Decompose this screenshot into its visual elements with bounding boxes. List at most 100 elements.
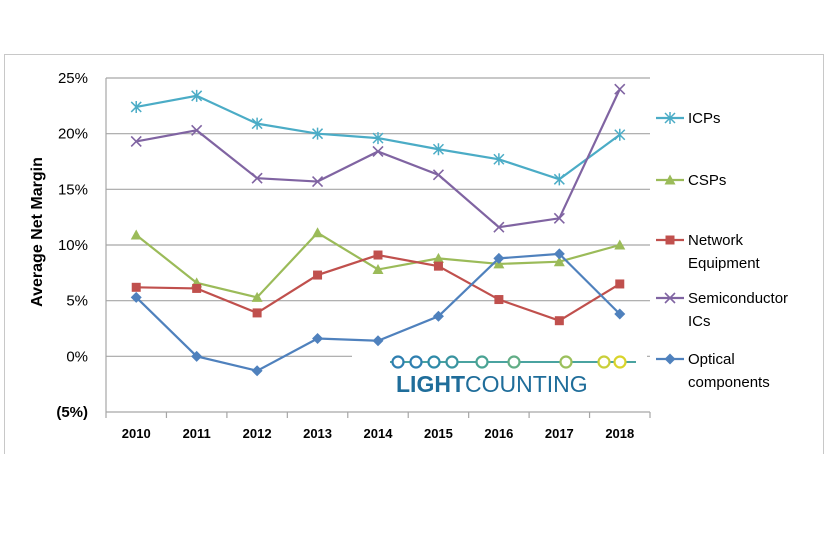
data-point	[313, 270, 323, 280]
legend-marker	[664, 353, 676, 365]
data-point	[312, 333, 324, 345]
x-tick-label: 2016	[484, 426, 513, 441]
legend: ICPs CSPs Network Equipment Semiconductor ICs…	[656, 110, 788, 391]
data-point	[554, 316, 564, 326]
data-point	[432, 310, 444, 322]
data-point	[191, 124, 203, 136]
data-point	[251, 172, 263, 184]
data-point	[192, 283, 202, 293]
logo-dot	[597, 355, 611, 369]
data-point	[493, 153, 505, 166]
data-point	[614, 239, 626, 250]
data-point	[615, 279, 625, 289]
data-point	[191, 350, 203, 362]
data-point	[251, 291, 263, 302]
data-point	[432, 143, 444, 156]
legend-item: Semiconductor ICs	[656, 290, 788, 330]
logo-dot	[445, 355, 459, 369]
x-tick-label: 2013	[303, 426, 332, 441]
y-tick-label: 15%	[58, 181, 88, 198]
lightcounting-logo: LIGHTCOUNTING	[352, 340, 647, 402]
logo-text-bold: LIGHT	[396, 371, 465, 397]
logo-dot	[427, 355, 441, 369]
legend-marker	[664, 174, 676, 185]
y-tick-label: 20%	[58, 126, 88, 143]
logo-dot	[559, 355, 573, 369]
x-tick-label: 2011	[183, 426, 211, 441]
logo-dot	[475, 355, 489, 369]
data-point	[373, 250, 383, 260]
data-point	[432, 252, 444, 263]
chart-frame	[4, 54, 824, 454]
series-line	[136, 88, 621, 229]
logo-dot	[613, 355, 627, 369]
data-point	[433, 261, 443, 271]
data-point	[372, 145, 384, 158]
data-point	[614, 308, 626, 320]
y-tick-label: (5%)	[56, 404, 88, 421]
data-point	[312, 227, 324, 238]
data-point	[614, 83, 626, 95]
data-point	[251, 117, 263, 130]
logo-text-regular: COUNTING	[465, 371, 588, 397]
logo-dot	[391, 355, 405, 369]
data-point	[311, 175, 324, 188]
x-axis: 2010 2011 2012 2013 2014 2015 2016 2017 2018	[105, 411, 651, 441]
logo-dot	[507, 355, 521, 369]
x-tick-label: 2017	[545, 426, 574, 441]
x-tick-label: 2018	[605, 426, 634, 441]
series-semiconductor-ics	[130, 83, 626, 233]
x-tick-label: 2012	[243, 426, 272, 441]
legend-label: components	[688, 374, 770, 391]
series-icps	[130, 89, 626, 186]
data-point	[493, 221, 505, 233]
y-axis-ticks: 25% 20% 15% 10% 5% 0% (5%)	[56, 70, 88, 421]
legend-item: CSPs	[656, 172, 726, 189]
data-point	[553, 256, 565, 267]
y-tick-label: 0%	[66, 348, 88, 365]
data-point	[432, 169, 445, 181]
y-tick-label: 10%	[58, 237, 88, 254]
logo-dot	[409, 355, 423, 369]
data-point	[553, 173, 565, 186]
data-point	[130, 291, 142, 303]
data-point	[614, 128, 626, 141]
data-point	[372, 263, 384, 274]
legend-item: ICPs	[656, 110, 721, 127]
legend-label: Semiconductor	[688, 290, 788, 307]
logo-text: LIGHTCOUNTING	[396, 371, 588, 397]
data-point	[372, 335, 384, 347]
x-tick-label: 2015	[424, 426, 453, 441]
data-point	[312, 127, 324, 140]
legend-label: Network	[688, 232, 744, 249]
data-point	[372, 132, 384, 145]
data-point	[130, 135, 142, 148]
legend-label: CSPs	[688, 172, 726, 189]
series-optical-components	[130, 248, 626, 377]
legend-label: ICPs	[688, 110, 721, 127]
legend-label: Equipment	[688, 255, 761, 272]
data-point	[493, 252, 505, 264]
x-tick-label: 2010	[122, 426, 151, 441]
legend-item: Network Equipment	[656, 232, 761, 272]
data-point	[553, 248, 565, 260]
legend-item: Optical components	[656, 351, 770, 391]
series-csps	[130, 227, 626, 302]
legend-label: Optical	[688, 351, 735, 368]
legend-label: ICs	[688, 313, 711, 330]
data-point	[494, 295, 504, 305]
x-tick-label: 2014	[364, 426, 394, 441]
data-point	[130, 229, 142, 240]
data-point	[131, 282, 141, 292]
data-point	[553, 212, 565, 224]
y-tick-label: 5%	[66, 293, 88, 310]
y-axis-label: Average Net Margin	[29, 157, 46, 307]
data-point	[191, 89, 203, 102]
data-point	[252, 308, 262, 318]
y-tick-label: 25%	[58, 70, 88, 87]
legend-marker	[664, 112, 676, 124]
data-point	[130, 100, 142, 113]
legend-marker	[665, 235, 675, 245]
series-network-equipment	[131, 250, 625, 326]
